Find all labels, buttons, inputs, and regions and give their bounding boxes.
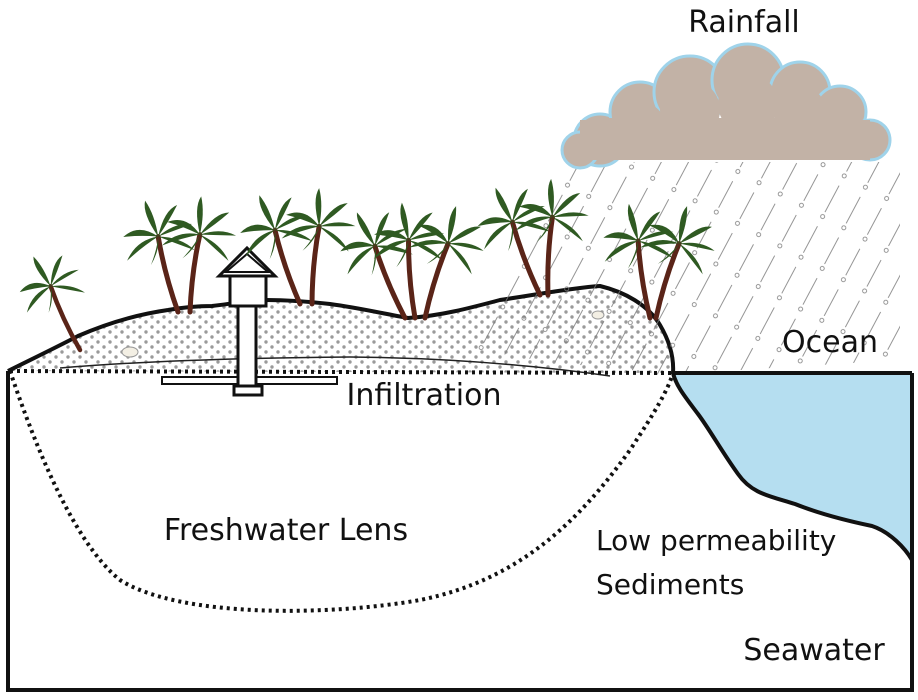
aquifer-frame	[6, 371, 914, 692]
freshwater-lens-label: Freshwater Lens	[164, 513, 408, 548]
sea-level-dotted-line	[9, 369, 674, 375]
house-icon	[215, 245, 279, 308]
ocean-water	[673, 373, 912, 560]
low-permeability-label: Low permeability	[596, 524, 836, 557]
infiltration-label: Infiltration	[346, 378, 501, 413]
seawater-label: Seawater	[743, 633, 885, 668]
rainfall-label: Rainfall	[688, 5, 800, 40]
sediments-label: Sediments	[596, 568, 744, 601]
water-table-line	[59, 356, 611, 377]
seafloor-slope	[671, 372, 914, 562]
freshwater-lens-boundary	[8, 370, 675, 613]
ocean-label: Ocean	[782, 325, 878, 360]
pebble	[121, 346, 139, 358]
